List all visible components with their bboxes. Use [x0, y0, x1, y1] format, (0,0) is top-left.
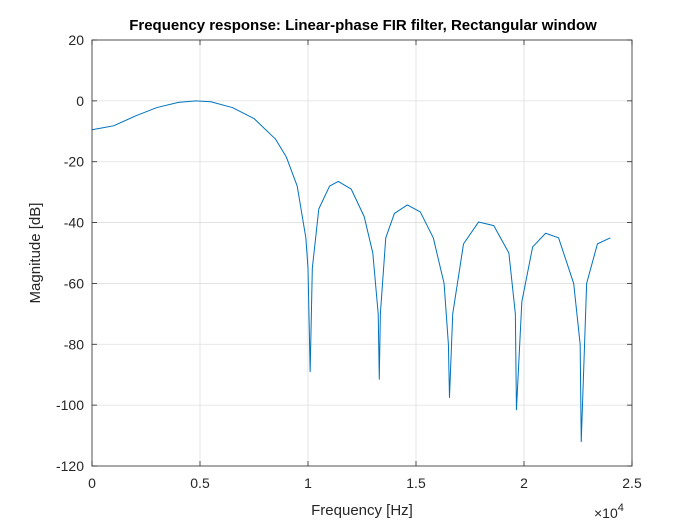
x-tick-label: 1	[304, 475, 312, 491]
y-tick-label: -80	[64, 336, 84, 352]
ticks: 0 0.5 1 1.5 2 2.5 20 0 -20 -40 -60 -80 -100 -120	[56, 32, 642, 491]
y-tick-label: 0	[76, 93, 84, 109]
x-tick-label: 0	[88, 475, 96, 491]
x-exponent-base: ×10	[594, 505, 618, 521]
x-exponent-power: 4	[618, 502, 624, 514]
x-tick-label: 0.5	[190, 475, 210, 491]
x-tick-label: 2	[520, 475, 528, 491]
axes-box	[91, 39, 633, 467]
x-tick-label: 2.5	[622, 475, 642, 491]
y-tick-label: -100	[56, 397, 84, 413]
plot-area	[92, 40, 632, 466]
series-layer	[91, 100, 611, 443]
x-axis-label: Frequency [Hz]	[311, 502, 413, 519]
x-tick-label: 1.5	[406, 475, 426, 491]
chart-title: Frequency response: Linear-phase FIR fil…	[129, 17, 597, 34]
y-axis-label: Magnitude [dB]	[27, 203, 44, 304]
x-exponent-label: ×104	[594, 502, 624, 521]
y-tick-label: -60	[64, 275, 84, 291]
y-tick-label: -40	[64, 215, 84, 231]
y-tick-label: -20	[64, 154, 84, 170]
series-line	[91, 100, 611, 443]
y-tick-label: -120	[56, 458, 84, 474]
y-tick-label: 20	[68, 32, 84, 48]
grid	[92, 40, 632, 466]
